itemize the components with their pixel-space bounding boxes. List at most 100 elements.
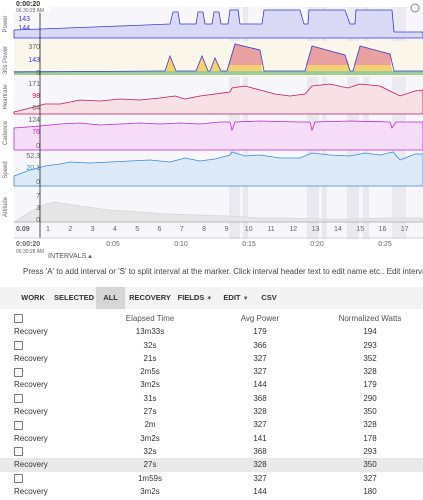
distance-tick-label: 7 [180,226,184,233]
altitude-tick-bottom: 0 [36,217,40,224]
normalized-watts-cell: 328 [363,367,377,377]
csv-button[interactable]: CSV [261,293,277,302]
distance-tick-label: 17 [401,226,409,233]
interval-help-text: Press 'A' to add interval or 'S' to spli… [23,267,423,276]
elapsed-time-cell: 3m2s [140,433,160,443]
chevron-down-icon: ▼ [206,296,213,302]
altitude-area [12,201,423,223]
checkbox-icon[interactable] [14,314,23,324]
settings-icon[interactable] [410,3,420,13]
checkbox-icon[interactable] [14,367,23,377]
row-label: Recovery [14,380,48,390]
normalized-watts-cell: 180 [363,486,377,496]
row-checkbox[interactable] [14,445,84,458]
avg-power-cell: 327 [253,473,267,483]
row-label: Recovery [14,486,48,496]
intervals-table: Elapsed Time Avg Power Normalized Watts … [0,312,423,498]
table-row[interactable]: 1m59s 327 327 [0,472,423,485]
row-checkbox[interactable] [14,418,84,431]
chevron-down-icon: ▼ [242,296,249,302]
distance-tick-label: 15 [356,226,364,233]
table-row[interactable]: Recovery 27s 328 350 [0,458,423,472]
normalized-watts-cell: 293 [363,446,377,456]
speed-panel: Speed 52.3 20.1 0 [3,151,423,187]
checkbox-icon[interactable] [14,394,23,404]
row-checkbox[interactable] [14,392,84,405]
table-row[interactable]: 2m 327 328 [0,418,423,431]
fields-dropdown[interactable]: FIELDS ▼ [173,287,217,309]
checkbox-icon[interactable] [14,340,23,350]
normalized-watts-cell: 178 [363,433,377,443]
column-header-avg-power[interactable]: Avg Power [240,314,280,323]
selected-button[interactable]: SELECTED [53,293,94,302]
elapsed-time-cell: 32s [143,340,157,350]
table-row[interactable]: Recovery 21s 327 352 [0,352,423,365]
column-header-elapsed[interactable]: Elapsed Time [125,314,175,323]
distance-tick-label: 2 [68,226,72,233]
row-checkbox[interactable] [14,365,84,378]
speed-tick-top: 52.3 [26,153,40,160]
cursor-date: 06:30:28 AM [16,8,44,14]
edit-dropdown[interactable]: EDIT ▼ [217,287,255,309]
recovery-button[interactable]: RECOVERY [129,293,171,302]
avg-power-cell: 328 [253,460,267,470]
table-row[interactable]: Recovery 27s 328 350 [0,405,423,418]
power-line [13,9,423,39]
column-header-normalized-watts[interactable]: Normalized Watts [338,314,402,323]
avg-power-cell: 144 [253,486,267,496]
power-axis-label: Power [3,15,9,32]
row-checkbox[interactable] [14,339,84,352]
intervals-toggle[interactable]: INTERVALS ▴ [48,253,92,260]
normalized-watts-cell: 352 [363,353,377,363]
table-row[interactable]: Recovery 3m2s 144 180 [0,485,423,498]
table-row[interactable]: Recovery 3m2s 144 179 [0,378,423,391]
heartrate-panel: Heartrate 171 98 84 [3,81,423,115]
work-button[interactable]: WORK [21,293,45,302]
row-checkbox[interactable] [14,472,84,485]
distance-axis: 0.09 1 2 3 4 5 6 7 8 9 10 11 12 13 14 15 16 17 [14,221,423,233]
cadence-readout: 76 [32,129,40,136]
edit-label: EDIT [223,293,241,302]
elapsed-time-cell: 13m33s [135,327,165,337]
table-row[interactable]: Recovery 13m33s 179 194 [0,325,423,338]
elapsed-time-cell: 1m59s [137,473,162,483]
checkbox-icon[interactable] [14,447,23,457]
altitude-panel: Altitude 7 3 0 [3,193,423,224]
altitude-tick-top: 7 [36,193,40,200]
elapsed-time-cell: 3m2s [140,380,160,390]
row-label: Recovery [14,353,48,363]
table-row[interactable]: Recovery 3m2s 141 178 [0,432,423,445]
cadence-tick-bottom: 0 [36,143,40,150]
checkbox-icon[interactable] [14,473,23,483]
time-axis-start: 0:00:20 [16,241,40,248]
avg-power-cell: 327 [253,353,267,363]
speed-axis-label: Speed [3,161,9,178]
elapsed-time-cell: 3m2s [140,486,160,496]
table-row[interactable]: 2m5s 327 328 [0,365,423,378]
checkbox-icon[interactable] [14,420,23,430]
ride-charts[interactable]: Power 143 144 30s Power 370 143 0 Heartr… [0,0,423,262]
avg-power-cell: 144 [253,380,267,390]
heartrate-readout: 98 [32,93,40,100]
speed-line [13,151,423,187]
cadence-panel: Cadence 124 76 0 [3,117,423,151]
header-checkbox[interactable] [14,312,84,325]
speed-tick-bottom: 0 [36,179,40,186]
distance-tick-label: 3 [91,226,95,233]
normalized-watts-cell: 194 [363,327,377,337]
avg-power-cell: 141 [253,433,267,443]
distance-tick-label: 6 [158,226,162,233]
distance-tick-label: 11 [267,226,274,233]
normalized-watts-cell: 290 [363,393,377,403]
all-button[interactable]: ALL [96,287,125,309]
table-row[interactable]: 32s 366 293 [0,339,423,352]
heartrate-axis-label: Heartrate [3,84,9,110]
power-30s-tick-bottom: 0 [36,70,40,77]
row-label: Recovery [14,407,48,417]
heartrate-tick-bottom: 84 [32,105,40,112]
table-row[interactable]: 31s 368 290 [0,392,423,405]
distance-tick-label: 14 [334,226,342,233]
distance-tick-label: 10 [245,226,253,233]
table-row[interactable]: 32s 368 293 [0,445,423,458]
row-label: Recovery [14,433,48,443]
